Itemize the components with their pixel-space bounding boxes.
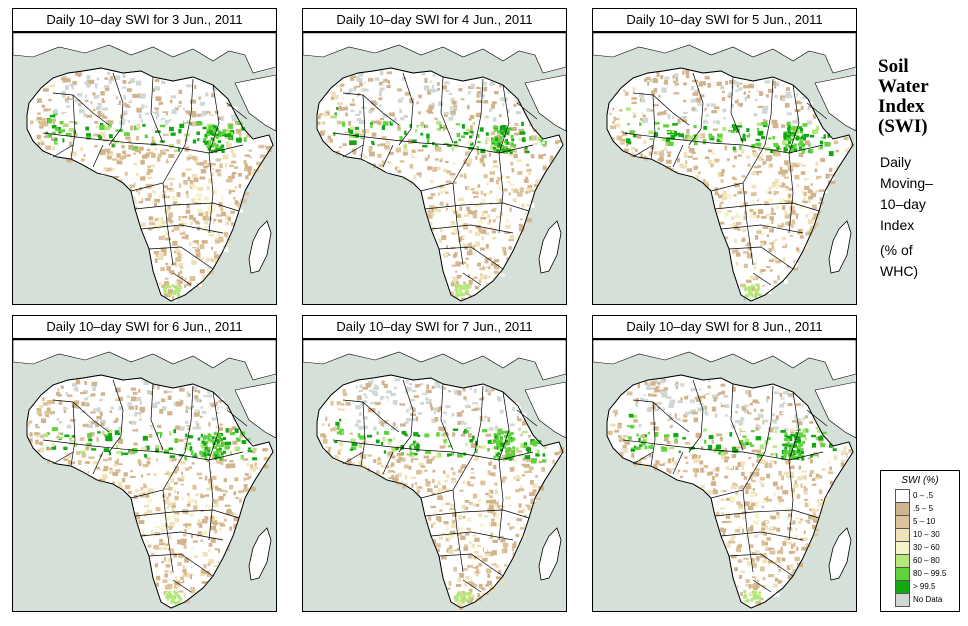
coastline	[316, 67, 564, 302]
country-borders	[332, 379, 538, 593]
europe-landmass	[13, 340, 276, 381]
country-borders	[622, 72, 828, 286]
sidebar-title-line: Water	[878, 76, 929, 97]
middle-east-landmass	[524, 381, 566, 439]
legend-swatch	[895, 593, 910, 607]
legend-item: 80 – 99.5	[895, 567, 959, 581]
legend-item: .5 – 5	[895, 502, 959, 516]
map-panel-3: Daily 10–day SWI for 5 Jun., 2011	[592, 8, 865, 305]
coastline	[26, 374, 274, 609]
legend-label: 0 – .5	[913, 491, 934, 500]
coastline	[606, 374, 854, 609]
madagascar	[828, 527, 852, 581]
madagascar	[538, 527, 562, 581]
legend-title: SWI (%)	[901, 475, 939, 486]
panel-title: Daily 10–day SWI for 7 Jun., 2011	[302, 315, 567, 339]
sidebar-units: (% of WHC)	[880, 240, 966, 282]
legend-item: No Data	[895, 593, 959, 607]
europe-landmass	[13, 33, 276, 74]
sidebar-subtitle-line: Index	[880, 217, 915, 233]
legend-item: 30 – 60	[895, 541, 959, 555]
swi-legend: SWI (%) 0 – .5 .5 – 5 5 – 10 10 – 30 30 …	[880, 470, 960, 612]
legend-label: > 99.5	[913, 582, 936, 591]
legend-item: 5 – 10	[895, 515, 959, 529]
africa-swi-map	[302, 32, 567, 305]
legend-swatch	[895, 541, 910, 555]
middle-east-landmass	[814, 381, 856, 439]
legend-swatch	[895, 502, 910, 516]
europe-landmass	[593, 340, 856, 381]
map-panel-5: Daily 10–day SWI for 7 Jun., 2011	[302, 315, 575, 612]
sidebar-title: Soil Water Index (SWI)	[878, 57, 964, 137]
map-panel-6: Daily 10–day SWI for 8 Jun., 2011	[592, 315, 865, 612]
legend-item: > 99.5	[895, 580, 959, 594]
country-borders	[622, 379, 828, 593]
europe-landmass	[593, 33, 856, 74]
madagascar	[828, 220, 852, 274]
europe-landmass	[303, 340, 566, 381]
swi-pixels	[30, 71, 273, 303]
africa-swi-map	[592, 339, 857, 612]
panel-title: Daily 10–day SWI for 8 Jun., 2011	[592, 315, 857, 339]
panel-title: Daily 10–day SWI for 3 Jun., 2011	[12, 8, 277, 32]
africa-swi-map	[302, 339, 567, 612]
middle-east-landmass	[814, 74, 856, 132]
legend-label: 80 – 99.5	[913, 569, 947, 578]
panel-title: Daily 10–day SWI for 6 Jun., 2011	[12, 315, 277, 339]
sidebar-subtitle-line: Daily	[880, 154, 912, 170]
map-panel-1: Daily 10–day SWI for 3 Jun., 2011	[12, 8, 285, 305]
legend-swatch	[895, 580, 910, 594]
legend-swatch	[895, 528, 910, 542]
map-panel-2: Daily 10–day SWI for 4 Jun., 2011	[302, 8, 575, 305]
country-borders	[42, 379, 248, 593]
sidebar-subtitle-line: Moving–	[880, 175, 933, 191]
legend-swatch	[895, 554, 910, 568]
coastline	[316, 374, 564, 609]
legend-label: 10 – 30	[913, 530, 940, 539]
legend-swatch	[895, 489, 910, 503]
swi-pixels	[317, 70, 563, 301]
sidebar-units-line: WHC)	[880, 263, 919, 279]
sidebar-title-line: (SWI)	[878, 116, 928, 137]
panel-title: Daily 10–day SWI for 4 Jun., 2011	[302, 8, 567, 32]
europe-landmass	[303, 33, 566, 74]
sidebar-title-line: Index	[878, 96, 925, 117]
africa-swi-map	[12, 32, 277, 305]
sidebar-title-line: Soil	[878, 56, 909, 77]
swi-pixels	[609, 69, 854, 301]
madagascar	[538, 220, 562, 274]
legend-label: 60 – 80	[913, 556, 940, 565]
madagascar	[248, 527, 272, 581]
legend-label: No Data	[913, 595, 943, 604]
panel-title: Daily 10–day SWI for 5 Jun., 2011	[592, 8, 857, 32]
legend-item: 60 – 80	[895, 554, 959, 568]
legend-label: 30 – 60	[913, 543, 940, 552]
swi-pixels	[319, 378, 564, 610]
madagascar	[248, 220, 272, 274]
middle-east-landmass	[234, 74, 276, 132]
legend-label: 5 – 10	[913, 517, 936, 526]
coastline	[26, 67, 274, 302]
africa-swi-map	[592, 32, 857, 305]
sidebar-units-line: (% of	[880, 242, 913, 258]
legend-item: 10 – 30	[895, 528, 959, 542]
map-panel-4: Daily 10–day SWI for 6 Jun., 2011	[12, 315, 285, 612]
country-borders	[332, 72, 538, 286]
sidebar-subtitle: Daily Moving– 10–day Index	[880, 152, 966, 236]
africa-swi-map	[12, 339, 277, 612]
middle-east-landmass	[234, 381, 276, 439]
legend-swatch	[895, 567, 910, 581]
coastline	[606, 67, 854, 302]
middle-east-landmass	[524, 74, 566, 132]
legend-swatch	[895, 515, 910, 529]
sidebar-subtitle-line: 10–day	[880, 196, 926, 212]
legend-label: .5 – 5	[913, 504, 934, 513]
country-borders	[42, 72, 248, 286]
legend-item: 0 – .5	[895, 489, 959, 503]
